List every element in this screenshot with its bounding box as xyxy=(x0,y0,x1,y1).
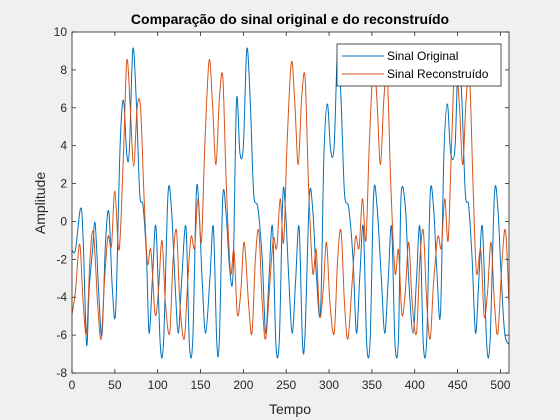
x-tick-label: 350 xyxy=(362,378,382,392)
legend-label-original: Sinal Original xyxy=(387,49,458,63)
series-line-reconstructed xyxy=(72,58,509,340)
x-axis-label: Tempo xyxy=(269,401,311,417)
chart-title: Comparação do sinal original e do recons… xyxy=(131,11,449,27)
x-tick-label: 50 xyxy=(108,378,122,392)
x-tick-label: 100 xyxy=(148,378,168,392)
y-tick-label: 0 xyxy=(60,214,67,228)
x-tick-label: 400 xyxy=(405,378,425,392)
x-tick-label: 200 xyxy=(233,378,253,392)
x-tick-label: 450 xyxy=(448,378,468,392)
ticks-layer: 0 50 100 150 200 250 300 350 400 450 500 -8 -6 -4 -2 0 2… xyxy=(54,25,511,392)
y-tick-label: 4 xyxy=(60,139,67,153)
legend-box xyxy=(336,43,502,87)
y-tick-label: -6 xyxy=(56,328,67,342)
x-tick-label: 500 xyxy=(490,378,510,392)
y-tick-label: 2 xyxy=(60,177,67,191)
series-layer xyxy=(72,47,509,359)
legend: Sinal Original Sinal Reconstruído xyxy=(336,43,502,87)
y-tick-label: -4 xyxy=(56,290,67,304)
series-line-original xyxy=(72,47,509,359)
legend-label-reconstructed: Sinal Reconstruído xyxy=(387,67,489,81)
y-tick-label: 6 xyxy=(60,101,67,115)
y-tick-label: -8 xyxy=(56,366,67,380)
y-axis-label: Amplitude xyxy=(32,172,48,234)
x-tick-label: 300 xyxy=(319,378,339,392)
y-tick-label: 10 xyxy=(54,25,68,39)
x-tick-label: 150 xyxy=(191,378,211,392)
axes-box xyxy=(71,31,510,374)
x-tick-label: 250 xyxy=(276,378,296,392)
y-tick-label: -2 xyxy=(56,252,67,266)
x-tick-label: 0 xyxy=(69,378,76,392)
y-tick-label: 8 xyxy=(60,63,67,77)
